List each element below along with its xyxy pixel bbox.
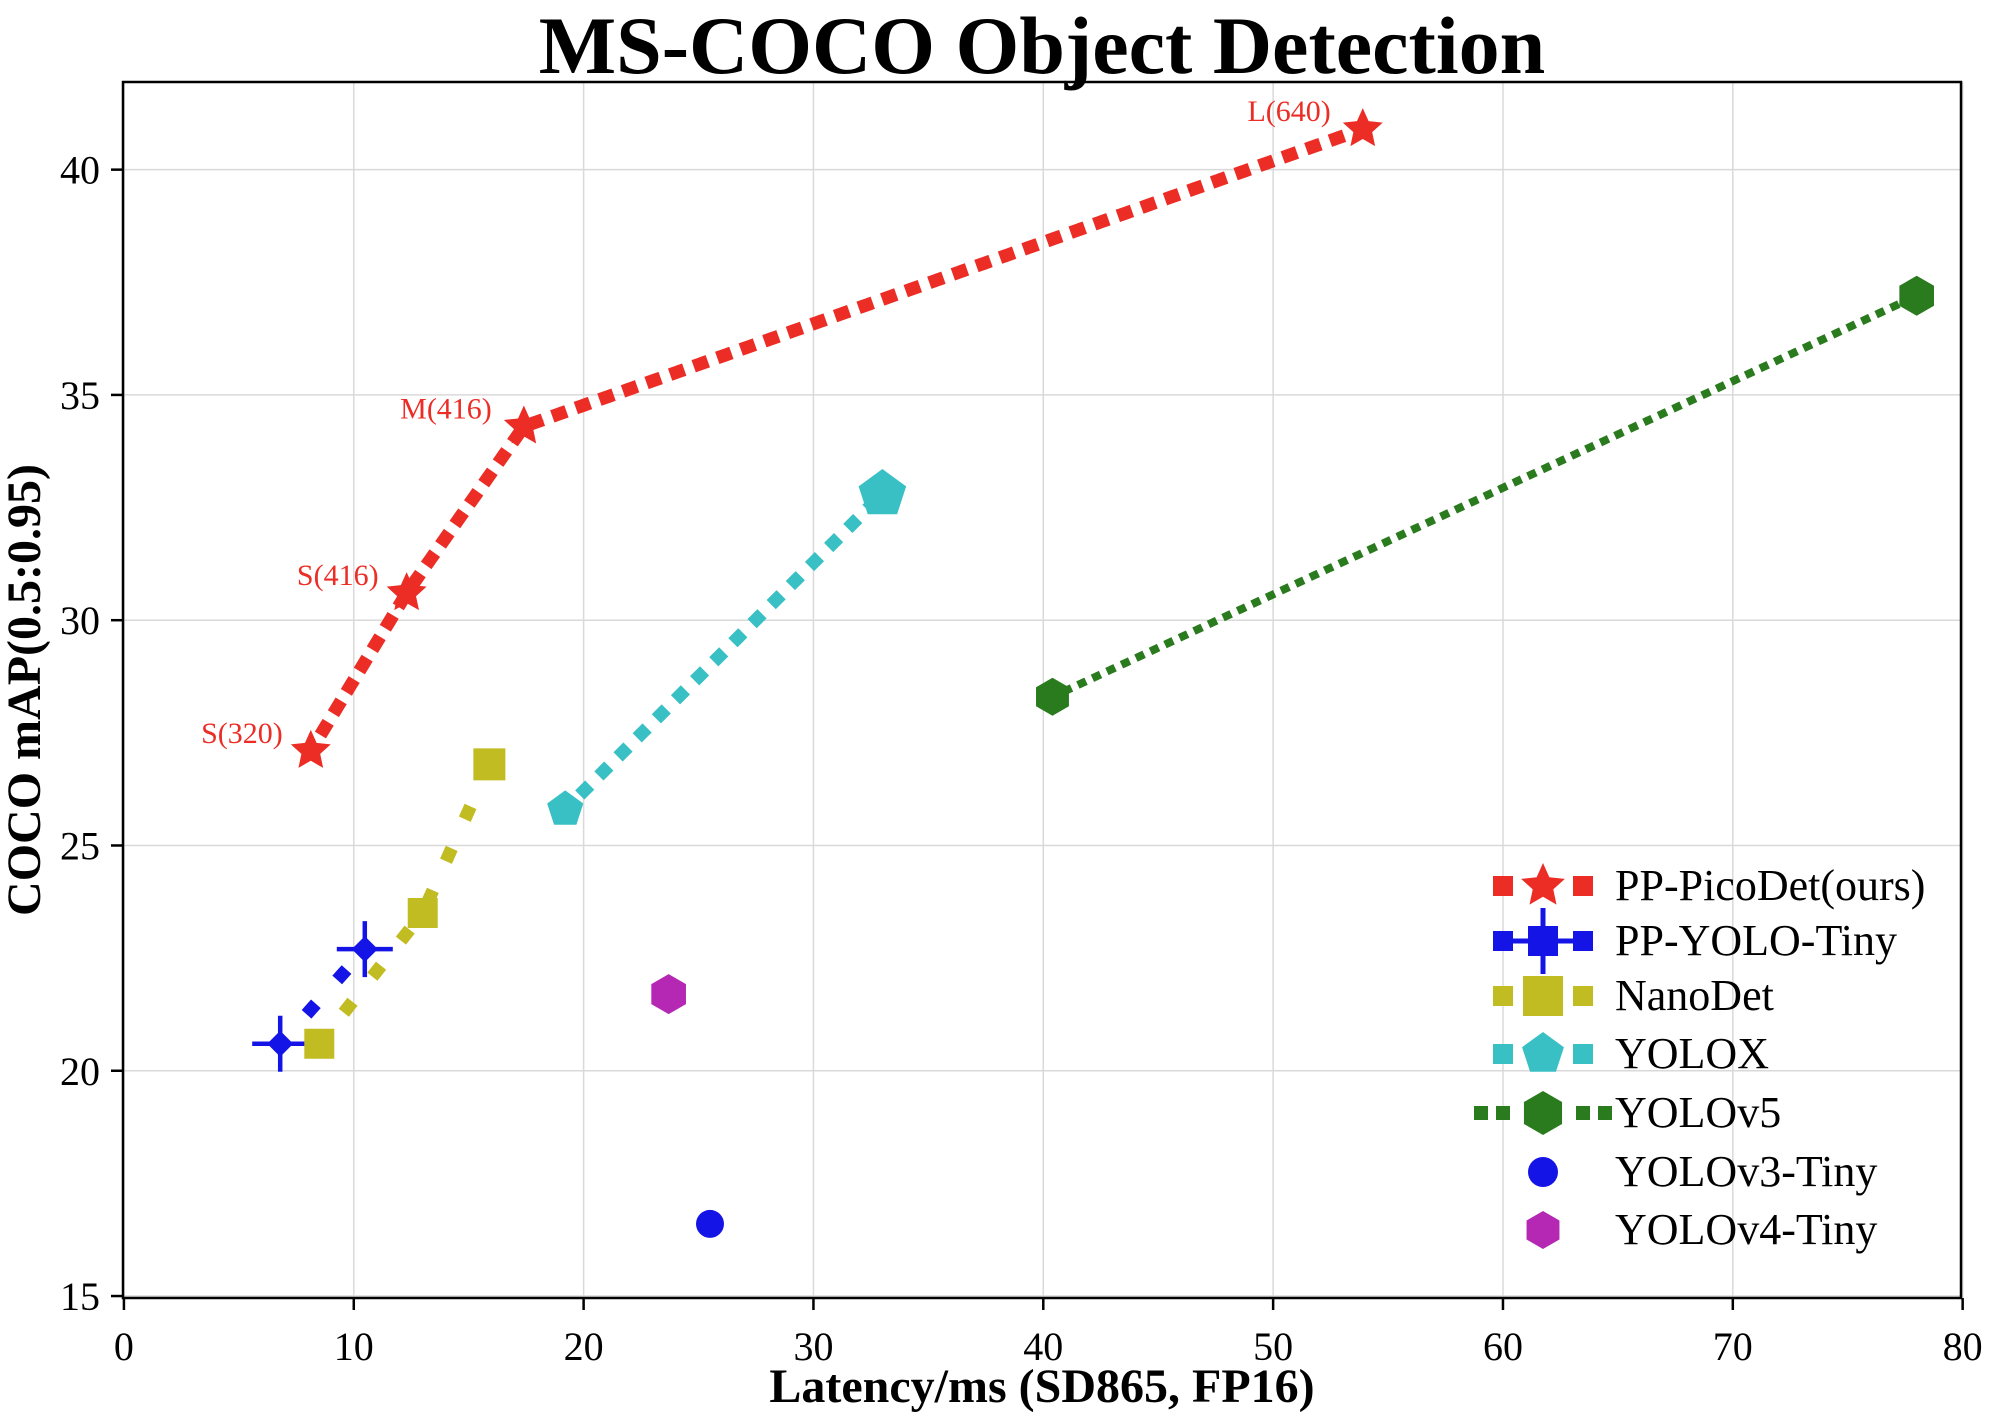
svg-text:YOLOv5: YOLOv5 bbox=[1615, 1088, 1781, 1137]
svg-text:25: 25 bbox=[60, 823, 100, 868]
svg-text:20: 20 bbox=[60, 1049, 100, 1094]
svg-text:60: 60 bbox=[1483, 1324, 1523, 1369]
svg-text:YOLOX: YOLOX bbox=[1615, 1029, 1769, 1078]
svg-text:40: 40 bbox=[60, 148, 100, 193]
svg-text:0: 0 bbox=[114, 1324, 134, 1369]
svg-text:10: 10 bbox=[334, 1324, 374, 1369]
svg-text:L(640): L(640) bbox=[1247, 95, 1330, 128]
svg-text:70: 70 bbox=[1713, 1324, 1753, 1369]
svg-text:35: 35 bbox=[60, 373, 100, 418]
svg-text:PP-YOLO-Tiny: PP-YOLO-Tiny bbox=[1615, 916, 1897, 965]
svg-text:PP-PicoDet(ours): PP-PicoDet(ours) bbox=[1615, 861, 1925, 910]
svg-text:80: 80 bbox=[1943, 1324, 1983, 1369]
svg-text:MS-COCO Object Detection: MS-COCO Object Detection bbox=[539, 0, 1546, 91]
svg-text:30: 30 bbox=[60, 598, 100, 643]
svg-text:NanoDet: NanoDet bbox=[1615, 971, 1774, 1020]
svg-text:M(416): M(416) bbox=[400, 393, 492, 426]
svg-text:20: 20 bbox=[564, 1324, 604, 1369]
svg-text:15: 15 bbox=[60, 1274, 100, 1319]
svg-text:YOLOv3-Tiny: YOLOv3-Tiny bbox=[1615, 1147, 1877, 1196]
svg-text:S(320): S(320) bbox=[201, 717, 283, 750]
svg-text:S(416): S(416) bbox=[297, 559, 379, 592]
svg-text:COCO mAP(0.5:0.95): COCO mAP(0.5:0.95) bbox=[0, 464, 51, 916]
svg-text:Latency/ms (SD865, FP16): Latency/ms (SD865, FP16) bbox=[769, 1360, 1314, 1412]
svg-text:YOLOv4-Tiny: YOLOv4-Tiny bbox=[1615, 1205, 1877, 1254]
